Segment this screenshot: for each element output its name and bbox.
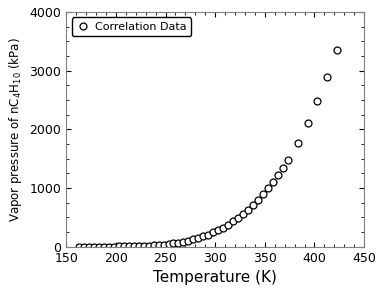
Correlation Data	[211, 231, 216, 234]
Correlation Data	[196, 236, 201, 240]
Correlation Data	[275, 173, 280, 177]
Correlation Data	[206, 233, 211, 236]
Correlation Data	[77, 245, 82, 248]
X-axis label: Temperature (K): Temperature (K)	[153, 270, 277, 285]
Correlation Data	[166, 242, 171, 246]
Correlation Data	[87, 245, 92, 248]
Correlation Data	[111, 245, 116, 248]
Correlation Data	[97, 245, 101, 248]
Correlation Data	[201, 234, 206, 238]
Correlation Data	[82, 245, 87, 248]
Correlation Data	[216, 228, 221, 232]
Legend: Correlation Data: Correlation Data	[72, 18, 191, 36]
Correlation Data	[305, 121, 310, 125]
Correlation Data	[231, 220, 235, 223]
Correlation Data	[101, 245, 106, 248]
Correlation Data	[335, 48, 340, 52]
Correlation Data	[280, 166, 285, 170]
Correlation Data	[92, 245, 97, 248]
Correlation Data	[116, 245, 121, 248]
Correlation Data	[270, 180, 275, 184]
Correlation Data	[126, 245, 131, 248]
Correlation Data	[315, 99, 320, 103]
Correlation Data	[106, 245, 111, 248]
Correlation Data	[250, 203, 255, 207]
Correlation Data	[136, 244, 141, 248]
Correlation Data	[285, 158, 290, 162]
Correlation Data	[141, 244, 146, 248]
Correlation Data	[131, 244, 136, 248]
Correlation Data	[265, 187, 270, 190]
Correlation Data	[151, 244, 156, 247]
Correlation Data	[186, 239, 191, 242]
Line: Correlation Data: Correlation Data	[76, 46, 341, 250]
Correlation Data	[255, 198, 260, 202]
Correlation Data	[171, 241, 176, 245]
Correlation Data	[295, 141, 300, 144]
Correlation Data	[181, 240, 186, 244]
Correlation Data	[221, 226, 226, 229]
Correlation Data	[260, 193, 265, 196]
Correlation Data	[191, 238, 196, 241]
Correlation Data	[146, 244, 151, 247]
Y-axis label: Vapor pressure of nC$_4$H$_{10}$ (kPa): Vapor pressure of nC$_4$H$_{10}$ (kPa)	[7, 37, 24, 222]
Correlation Data	[176, 241, 181, 244]
Correlation Data	[161, 243, 166, 246]
Correlation Data	[241, 212, 245, 216]
Correlation Data	[246, 208, 250, 211]
Correlation Data	[156, 243, 161, 247]
Correlation Data	[226, 223, 231, 226]
Correlation Data	[121, 245, 126, 248]
Correlation Data	[236, 216, 240, 220]
Correlation Data	[325, 75, 330, 79]
